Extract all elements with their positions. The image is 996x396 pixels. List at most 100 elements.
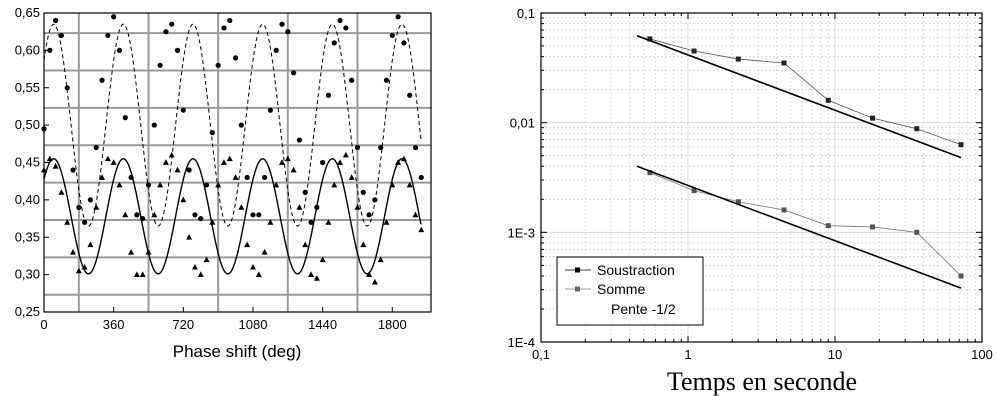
left-point-triangle xyxy=(64,219,71,225)
right-point-soustraction xyxy=(647,36,653,42)
left-point-circle xyxy=(180,107,186,113)
left-point-circle xyxy=(145,182,152,188)
left-point-triangle xyxy=(348,174,355,180)
left-point-triangle xyxy=(226,155,233,162)
left-y-tick-label: 0,55 xyxy=(15,80,40,95)
left-point-triangle xyxy=(215,181,222,188)
right-point-somme xyxy=(781,207,787,213)
right-point-somme xyxy=(958,273,964,279)
left-point-circle xyxy=(198,215,204,222)
left-point-circle xyxy=(157,62,163,68)
right-point-somme xyxy=(870,224,876,230)
left-point-circle xyxy=(163,29,169,35)
left-point-triangle xyxy=(209,219,216,225)
left-x-axis-title: Phase shift (deg) xyxy=(173,342,302,361)
left-point-triangle xyxy=(157,181,164,188)
left-point-triangle xyxy=(52,163,59,169)
left-point-circle xyxy=(418,174,424,181)
left-y-tick-label: 0,45 xyxy=(15,155,40,170)
right-ticks: 1E-4 1E-3 0,01 0,1 0,1 1 10 100 xyxy=(508,6,993,362)
left-x-tick-label: 720 xyxy=(172,317,194,332)
left-point-circle xyxy=(47,47,53,53)
left-point-circle xyxy=(302,189,308,195)
left-point-triangle xyxy=(377,256,384,263)
left-point-triangle xyxy=(284,155,291,162)
right-y-tick-label: 0,01 xyxy=(510,116,535,131)
left-point-circle xyxy=(412,144,419,151)
right-series xyxy=(636,35,964,289)
right-point-soustraction xyxy=(691,48,697,54)
left-point-triangle xyxy=(342,151,349,158)
left-point-circle xyxy=(308,219,314,225)
left-y-tick-label: 0,30 xyxy=(15,267,40,282)
left-point-circle xyxy=(238,122,244,128)
left-point-circle xyxy=(169,21,175,27)
left-point-circle xyxy=(320,159,326,166)
left-point-circle xyxy=(111,14,117,20)
left-point-circle xyxy=(360,189,366,195)
left-y-tick-label: 0,50 xyxy=(15,117,40,132)
left-point-triangle xyxy=(383,219,390,225)
right-y-tick-label: 1E-4 xyxy=(508,335,535,350)
legend-label-somme: Somme xyxy=(597,281,645,297)
left-point-triangle xyxy=(400,155,407,162)
left-point-circle xyxy=(70,167,76,173)
left-point-triangle xyxy=(354,204,361,210)
left-point-triangle xyxy=(395,159,402,165)
left-point-triangle xyxy=(371,278,378,285)
left-fit-curve-1 xyxy=(43,158,422,275)
left-point-circle xyxy=(105,32,111,39)
left-point-circle xyxy=(354,144,361,151)
left-point-circle xyxy=(53,17,59,24)
right-y-tick-label: 0,1 xyxy=(517,6,535,21)
right-y-tick-label: 1E-3 xyxy=(508,225,535,240)
left-point-circle xyxy=(343,25,349,31)
left-point-circle xyxy=(244,174,250,181)
left-fit-curve-0 xyxy=(43,23,422,227)
legend-box xyxy=(556,256,704,326)
left-point-circle xyxy=(93,144,99,151)
left-point-triangle xyxy=(162,159,169,165)
left-point-triangle xyxy=(249,263,256,270)
left-point-triangle xyxy=(99,174,106,180)
left-point-circle xyxy=(279,21,285,27)
left-point-triangle xyxy=(128,249,135,255)
left-point-circle xyxy=(140,215,146,222)
left-point-circle xyxy=(122,115,128,121)
left-point-triangle xyxy=(104,155,111,162)
left-point-triangle xyxy=(308,271,315,278)
left-point-circle xyxy=(116,47,123,53)
left-point-triangle xyxy=(366,271,373,278)
legend-label-soustraction: Soustraction xyxy=(597,262,675,278)
left-point-circle xyxy=(232,55,239,61)
right-point-soustraction xyxy=(781,60,787,66)
left-point-triangle xyxy=(70,249,77,255)
left-point-circle xyxy=(331,40,337,46)
left-point-triangle xyxy=(325,219,332,225)
right-x-tick-label: 10 xyxy=(828,347,842,362)
left-point-triangle xyxy=(122,211,129,218)
right-point-soustraction xyxy=(870,115,876,121)
left-point-circle xyxy=(273,47,279,53)
left-point-triangle xyxy=(174,166,181,173)
left-point-circle xyxy=(383,77,390,83)
left-fit-curves xyxy=(43,23,422,275)
right-series-line-soustraction xyxy=(649,38,962,146)
right-chart: 1E-4 1E-3 0,01 0,1 0,1 1 10 100 Soustraction So… xyxy=(508,6,993,396)
left-point-circle xyxy=(401,40,407,46)
left-point-triangle xyxy=(337,159,344,165)
left-point-circle xyxy=(349,77,355,83)
left-point-triangle xyxy=(406,181,413,188)
left-point-triangle xyxy=(244,241,251,248)
right-x-axis-title: Temps en seconde xyxy=(667,367,857,396)
left-point-circle xyxy=(366,212,372,218)
left-ticks: 0,25 0,30 0,35 0,40 0,45 0,50 0,55 0,60 0,65 0 360… xyxy=(15,5,407,332)
right-point-somme xyxy=(647,170,653,176)
left-point-triangle xyxy=(360,241,367,248)
left-y-tick-label: 0,25 xyxy=(15,304,40,319)
left-point-triangle xyxy=(46,155,53,162)
right-x-tick-label: 0,1 xyxy=(532,347,550,362)
left-data-points xyxy=(41,14,425,285)
left-point-circle xyxy=(261,174,268,181)
